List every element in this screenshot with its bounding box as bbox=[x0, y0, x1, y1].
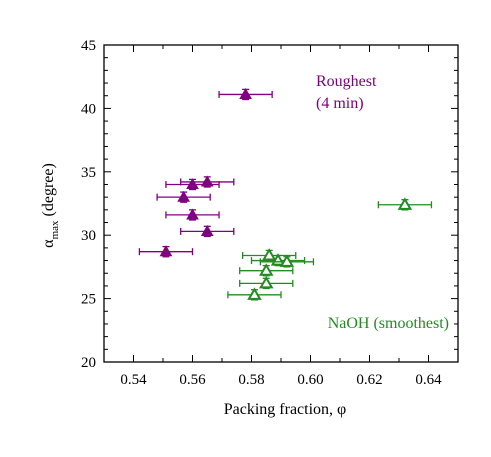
x-tick-label: 0.54 bbox=[120, 372, 147, 388]
y-tick-label: 30 bbox=[81, 228, 96, 244]
data-point-roughest bbox=[200, 175, 214, 187]
data-point-roughest bbox=[177, 190, 191, 202]
data-point-naoh bbox=[259, 263, 274, 276]
y-axis-label-symbol: α bbox=[40, 239, 57, 248]
x-axis-label: Packing fraction, φ bbox=[224, 401, 347, 418]
y-axis-label-unit: (degree) bbox=[40, 163, 57, 220]
data-point-roughest bbox=[200, 225, 214, 236]
y-tick-label: 20 bbox=[81, 355, 96, 371]
data-point-naoh bbox=[279, 254, 295, 267]
x-tick-label: 0.58 bbox=[238, 372, 264, 388]
data-point-roughest bbox=[186, 208, 199, 220]
data-point-naoh bbox=[259, 275, 274, 289]
data-point-roughest bbox=[186, 178, 199, 190]
data-point-naoh bbox=[247, 287, 262, 300]
y-axis-label-subscript: max bbox=[49, 220, 61, 239]
data-point-roughest bbox=[239, 88, 252, 100]
y-tick-label: 25 bbox=[81, 292, 96, 308]
y-tick-label: 45 bbox=[81, 38, 96, 54]
annotation-4-min: (4 min) bbox=[316, 95, 364, 112]
annotation-roughest: Roughest bbox=[316, 73, 377, 90]
x-tick-label: 0.62 bbox=[356, 372, 382, 388]
data-point-naoh bbox=[397, 197, 413, 210]
annotation-naoh: NaOH (smoothest) bbox=[328, 315, 449, 332]
data-point-naoh bbox=[261, 248, 277, 261]
x-tick-label: 0.56 bbox=[179, 372, 206, 388]
x-tick-label: 0.64 bbox=[415, 372, 442, 388]
y-axis-label: αmax (degree) bbox=[40, 163, 61, 248]
y-tick-label: 40 bbox=[81, 101, 96, 117]
y-tick-label: 35 bbox=[81, 165, 96, 181]
x-tick-label: 0.60 bbox=[297, 372, 323, 388]
data-point-roughest bbox=[159, 245, 173, 257]
